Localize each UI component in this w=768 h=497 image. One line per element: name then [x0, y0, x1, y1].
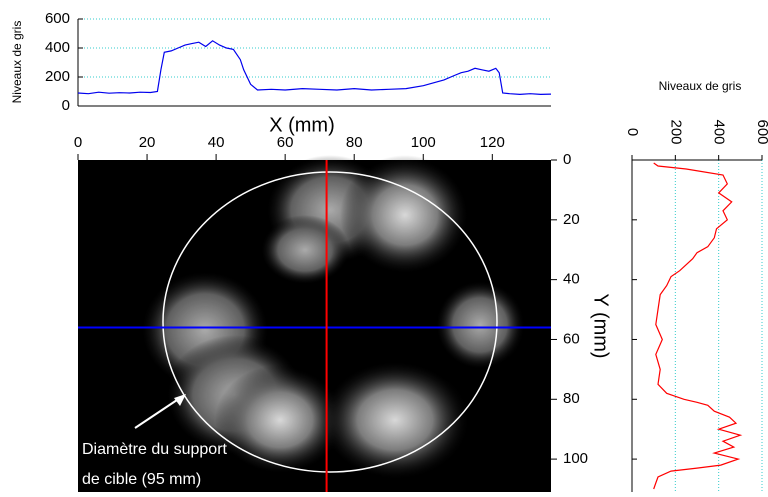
- y-tick-label: 20: [563, 211, 580, 228]
- support-circle: [162, 171, 498, 473]
- x-tick-label: 60: [277, 134, 294, 151]
- y-tick-label: 400: [45, 39, 70, 56]
- x-tick-label: 0: [624, 128, 641, 136]
- x-tick-label: 20: [139, 134, 156, 151]
- x-tick-label: 120: [480, 134, 505, 151]
- y-axis-label: Y (mm): [590, 293, 612, 358]
- y-tick-label: 60: [563, 330, 580, 347]
- profile-line: [653, 162, 743, 490]
- profile-line: [77, 40, 552, 96]
- x-tick-label: 100: [411, 134, 436, 151]
- y-tick-label: 40: [563, 271, 580, 288]
- y-tick-label: 0: [62, 97, 70, 114]
- x-tick-label: 80: [346, 134, 363, 151]
- x-tick-label: 200: [667, 119, 684, 144]
- x-tick-label: 600: [754, 119, 768, 144]
- y-axis-label: Niveaux de gris: [10, 21, 24, 104]
- annotation-line: Diamètre du support: [82, 441, 228, 458]
- image-blobs: [140, 155, 525, 480]
- annotation-line: de cible (95 mm): [82, 471, 201, 488]
- y-tick-label: 600: [45, 10, 70, 27]
- x-axis-label: Niveaux de gris: [659, 79, 742, 93]
- y-tick-label: 200: [45, 68, 70, 85]
- x-tick-label: 0: [74, 134, 82, 151]
- y-tick-label: 100: [563, 450, 588, 467]
- y-tick-label: 0: [563, 151, 571, 168]
- annotation-arrow: [134, 395, 184, 429]
- x-tick-label: 400: [711, 119, 728, 144]
- x-axis-label: X (mm): [269, 114, 335, 136]
- y-tick-label: 80: [563, 390, 580, 407]
- annotation-arrowhead: [174, 394, 186, 406]
- x-tick-label: 40: [208, 134, 225, 151]
